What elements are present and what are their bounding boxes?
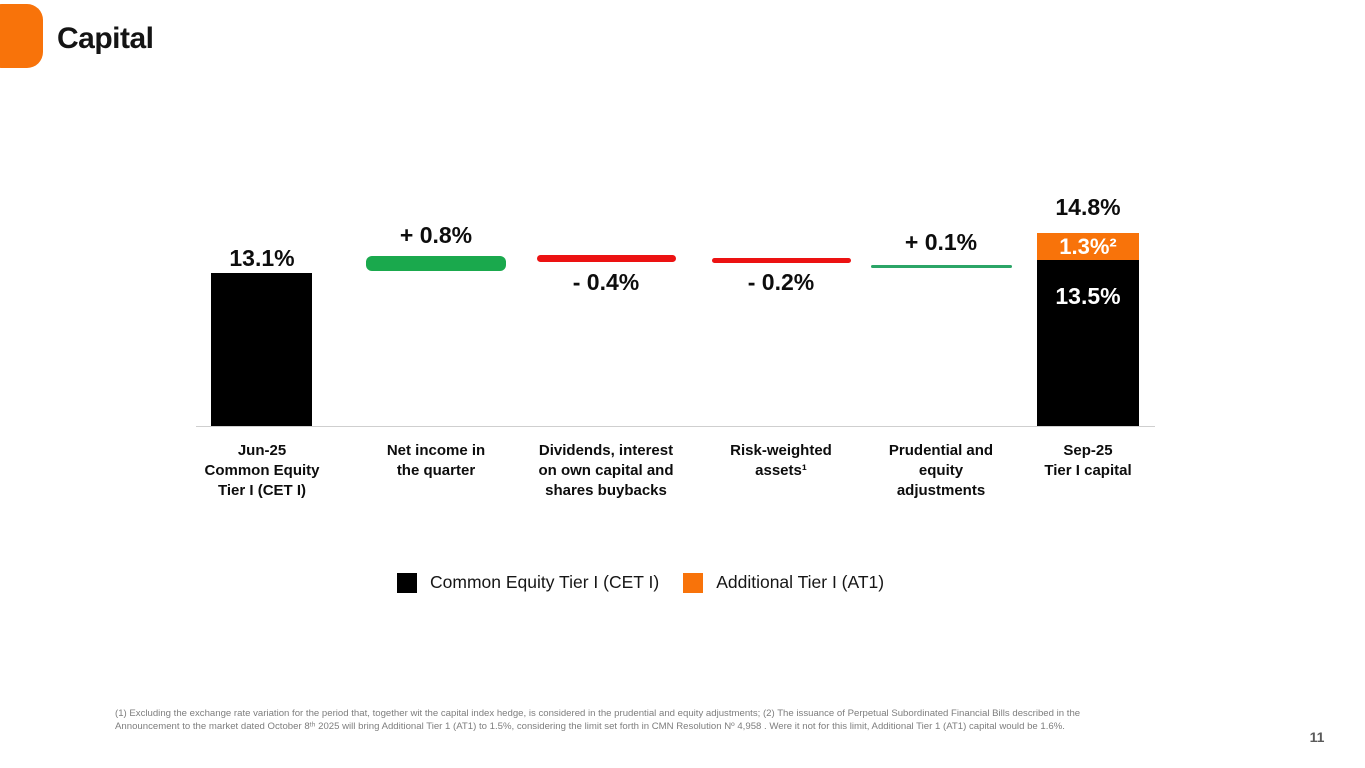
- footnote-line-1: (1) Excluding the exchange rate variatio…: [115, 708, 1081, 719]
- bar-prudential: [871, 265, 1012, 268]
- category-label-net-income: Net income in the quarter: [386, 442, 486, 479]
- bar-sep25-cet1-segment: 13.5%: [1037, 260, 1139, 427]
- category-label-dividends: Dividends, interest on own capital and s…: [538, 442, 674, 499]
- value-label-net-income: + 0.8%: [399, 222, 473, 248]
- bar-sep25-at1-segment: 1.3%²: [1037, 233, 1139, 260]
- category-label-sep25: Sep-25 Tier I capital: [1044, 442, 1132, 479]
- bar-jun25-cet1: [211, 273, 312, 427]
- x-axis-line: [196, 426, 1155, 427]
- chart-legend: Common Equity Tier I (CET I) Additional …: [397, 572, 884, 593]
- bar-net-income: [366, 256, 506, 271]
- category-label-prudential: Prudential and equity adjustments: [888, 442, 994, 499]
- footnote-line-2: Announcement to the market dated October…: [115, 721, 1065, 733]
- segment-label-cet1: 13.5%: [1055, 283, 1121, 309]
- legend-label-at1: Additional Tier I (AT1): [716, 572, 885, 592]
- legend-label-cet1: Common Equity Tier I (CET I): [430, 572, 660, 592]
- value-label-jun25-cet1: 13.1%: [229, 245, 295, 271]
- legend-swatch-cet1: [397, 572, 417, 593]
- value-label-rwa: - 0.2%: [747, 269, 815, 295]
- legend-swatch-at1: [683, 572, 704, 593]
- footnotes: (1) Excluding the exchange rate variatio…: [115, 707, 1255, 733]
- bar-dividends: [537, 255, 676, 262]
- value-label-sep25-total: 14.8%: [1055, 194, 1121, 220]
- category-label-rwa: Risk-weighted assets¹: [730, 442, 832, 479]
- segment-label-at1: 1.3%²: [1059, 234, 1117, 259]
- bar-rwa: [712, 258, 851, 263]
- brand-logo: [0, 4, 43, 68]
- page-number: 11: [1309, 729, 1325, 745]
- value-label-dividends: - 0.4%: [572, 269, 640, 295]
- value-label-prudential: + 0.1%: [904, 229, 978, 255]
- category-label-jun25: Jun-25 Common Equity Tier I (CET I): [204, 442, 320, 499]
- page-title: Capital: [57, 22, 154, 55]
